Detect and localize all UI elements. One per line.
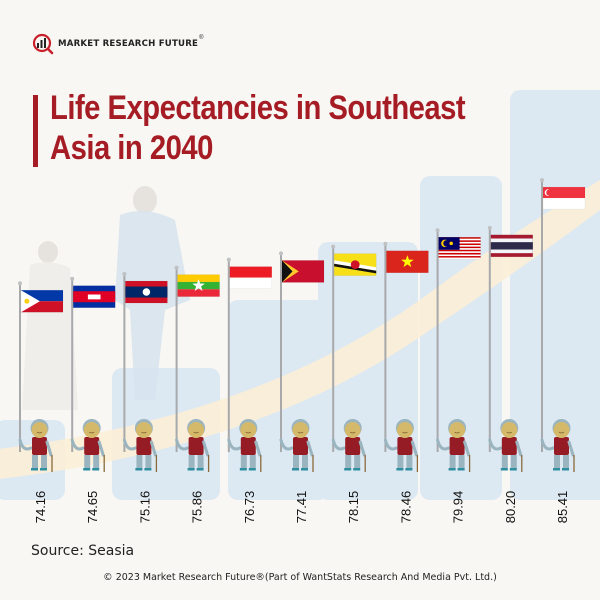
elderly-person-icon [122, 419, 158, 472]
flag-myanmar-icon [177, 274, 220, 297]
flag-timor-leste-icon [281, 260, 325, 283]
flag-pole-finial [540, 178, 544, 183]
elderly-person-icon [540, 419, 575, 472]
value-label: 77.41 [294, 491, 309, 524]
background-arrow [0, 180, 600, 479]
value-label: 76.73 [242, 491, 257, 524]
background-figure-body [22, 262, 78, 410]
background-column [318, 242, 418, 500]
flag-indonesia-icon [229, 266, 273, 289]
brand-name: MARKET RESEARCH FUTURE [58, 39, 199, 49]
flag-philippines-icon [20, 289, 64, 313]
background-figure-head [38, 241, 58, 263]
flag-brunei-icon [333, 253, 377, 276]
flag-pole-finial [174, 265, 179, 270]
chart-mark-laos: 75.16 [122, 272, 168, 524]
chart-marks: 74.16 74.65 75.16 75.86 76.73 77.41 78.15 78.46… [18, 178, 586, 524]
chart-mark-thailand: 80.20 [487, 225, 534, 524]
flag-laos-icon [125, 280, 168, 304]
flag-vietnam-icon [386, 250, 429, 274]
chart-mark-cambodia: 74.65 [70, 276, 116, 524]
chart-mark-brunei: 78.15 [331, 244, 377, 524]
value-label: 74.16 [33, 491, 48, 524]
value-label: 79.94 [451, 491, 466, 524]
elderly-person-icon [18, 419, 53, 472]
elderly-person-icon [383, 419, 419, 472]
elderly-person-icon [227, 419, 262, 472]
value-label: 80.20 [503, 491, 518, 524]
background-figure-head [133, 186, 157, 214]
value-label: 75.16 [137, 491, 152, 524]
flag-pole-finial [18, 281, 22, 286]
copyright-note: © 2023 Market Research Future®(Part of W… [103, 572, 497, 583]
chart-mark-indonesia: 76.73 [226, 257, 273, 524]
flag-malaysia-icon [438, 236, 481, 260]
elderly-person-icon [331, 419, 366, 472]
chart-mark-philippines: 74.16 [18, 281, 64, 524]
flag-pole-finial [487, 225, 492, 230]
flag-cambodia-icon [72, 285, 116, 308]
background-figure-body [115, 211, 190, 400]
flag-pole-finial [279, 251, 283, 256]
title-accent-bar [33, 95, 38, 167]
elderly-person-icon [488, 419, 523, 472]
value-label: 78.46 [398, 491, 413, 524]
flag-pole-finial [383, 241, 388, 246]
source-note: Source: Seasia [31, 543, 135, 559]
magnifier-bar-chart-icon [32, 33, 54, 55]
value-label: 78.15 [346, 491, 361, 524]
chart-mark-malaysia: 79.94 [435, 228, 481, 524]
flag-thailand-icon [490, 234, 534, 258]
chart-mark-vietnam: 78.46 [383, 241, 429, 524]
value-label: 85.41 [555, 491, 570, 524]
elderly-person-icon [436, 419, 471, 472]
chart-mark-myanmar: 75.86 [174, 265, 220, 524]
flag-pole-finial [70, 276, 75, 281]
flag-pole-finial [122, 272, 127, 277]
elderly-person-icon [70, 419, 105, 472]
chart-title-line-2: Asia in 2040 [50, 129, 213, 167]
flag-pole-finial [435, 228, 440, 233]
registered-mark: ® [199, 35, 204, 41]
chart-title: Life Expectancies in Southeast Asia in 2… [50, 88, 480, 168]
flag-singapore-icon [542, 186, 586, 210]
chart-title-line-1: Life Expectancies in Southeast [50, 89, 466, 127]
flag-pole-finial [331, 244, 336, 249]
value-label: 74.65 [85, 491, 100, 524]
elderly-person-icon [175, 419, 210, 472]
brand-logo: MARKET RESEARCH FUTURE ® [32, 33, 204, 55]
elderly-person-icon [279, 419, 314, 472]
flag-pole-finial [226, 257, 231, 262]
value-label: 75.86 [190, 491, 205, 524]
chart-mark-singapore: 85.41 [540, 178, 586, 524]
chart-mark-timor-leste: 77.41 [279, 251, 325, 524]
